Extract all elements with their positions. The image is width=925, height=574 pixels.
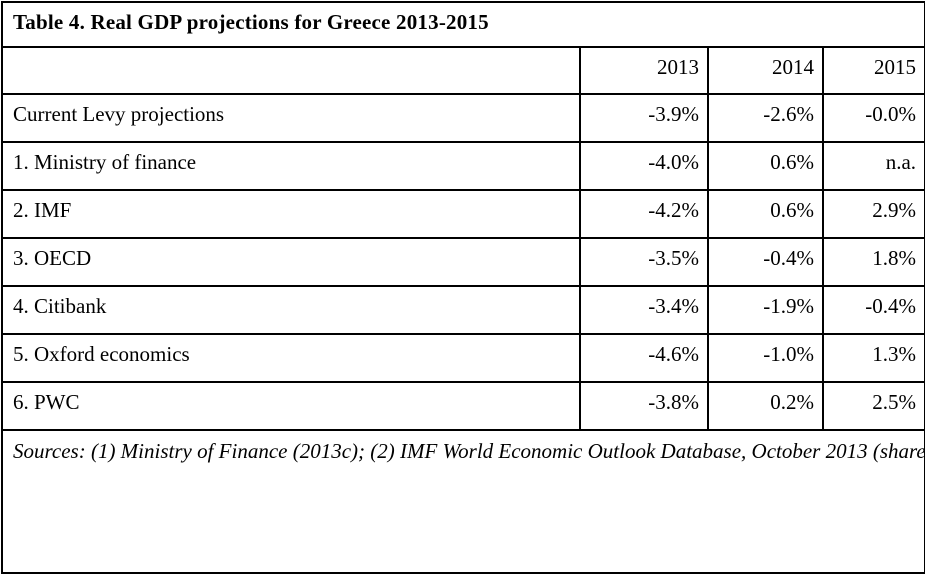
row-label: 2. IMF <box>1 189 581 239</box>
cell-value: -3.8% <box>579 381 709 431</box>
cell-value: 1.3% <box>821 333 925 383</box>
header-row: 2013 2014 2015 <box>1 46 925 95</box>
cell-value: -2.6% <box>707 93 824 143</box>
column-header-2013: 2013 <box>579 46 709 95</box>
table-row: 1. Ministry of finance -4.0% 0.6% n.a. <box>1 141 925 191</box>
table-row: 5. Oxford economics -4.6% -1.0% 1.3% <box>1 333 925 383</box>
header-empty-cell <box>1 46 581 95</box>
row-label: 3. OECD <box>1 237 581 287</box>
cell-value: n.a. <box>821 141 925 191</box>
cell-value: 2.9% <box>821 189 925 239</box>
cell-value: -0.4% <box>707 237 824 287</box>
cell-value: 0.6% <box>707 189 824 239</box>
cell-value: -1.9% <box>707 285 824 335</box>
row-label: Current Levy projections <box>1 93 581 143</box>
table-row: Current Levy projections -3.9% -2.6% -0.… <box>1 93 925 143</box>
cell-value: 0.6% <box>707 141 824 191</box>
title-row: Table 4. Real GDP projections for Greece… <box>0 1 925 48</box>
table-row: 3. OECD -3.5% -0.4% 1.8% <box>1 237 925 287</box>
cell-value: 0.2% <box>707 381 824 431</box>
cell-value: -0.4% <box>821 285 925 335</box>
row-label: 6. PWC <box>1 381 581 431</box>
table-sources-note: Sources: (1) Ministry of Finance (2013c)… <box>0 429 925 574</box>
table-row: 6. PWC -3.8% 0.2% 2.5% <box>1 381 925 431</box>
cell-value: -3.5% <box>579 237 709 287</box>
cell-value: -4.6% <box>579 333 709 383</box>
cell-value: -3.4% <box>579 285 709 335</box>
sources-row: Sources: (1) Ministry of Finance (2013c)… <box>0 429 925 574</box>
row-label: 5. Oxford economics <box>1 333 581 383</box>
cell-value: -4.0% <box>579 141 709 191</box>
cell-value: -4.2% <box>579 189 709 239</box>
table-row: 2. IMF -4.2% 0.6% 2.9% <box>1 189 925 239</box>
cell-value: -0.0% <box>821 93 925 143</box>
row-label: 4. Citibank <box>1 285 581 335</box>
cell-value: -1.0% <box>707 333 824 383</box>
column-header-2014: 2014 <box>707 46 824 95</box>
cell-value: -3.9% <box>579 93 709 143</box>
column-header-2015: 2015 <box>821 46 925 95</box>
table-row: 4. Citibank -3.4% -1.9% -0.4% <box>1 285 925 335</box>
row-label: 1. Ministry of finance <box>1 141 581 191</box>
table-title: Table 4. Real GDP projections for Greece… <box>0 1 925 48</box>
cell-value: 2.5% <box>821 381 925 431</box>
cell-value: 1.8% <box>821 237 925 287</box>
